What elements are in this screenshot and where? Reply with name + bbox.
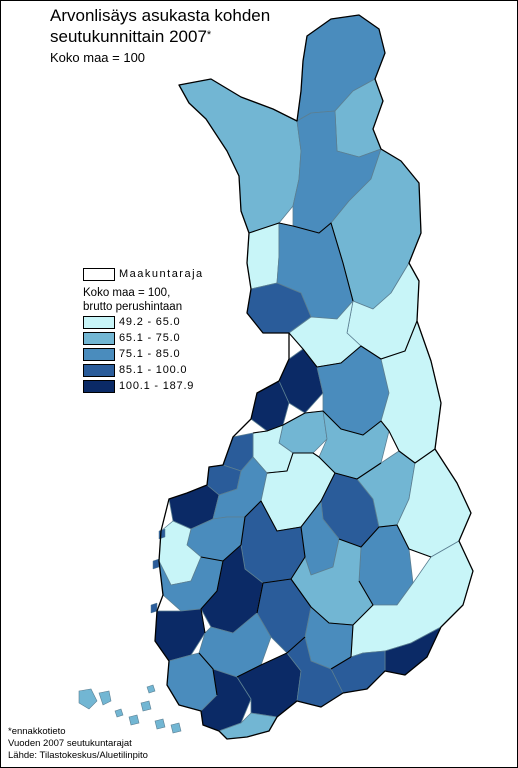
title-footnote-mark: * [206, 29, 212, 41]
legend-class-row: 100.1 - 187.9 [83, 378, 204, 394]
legend-heading: Koko maa = 100, brutto perushintaan [83, 286, 204, 314]
legend-heading-line-1: Koko maa = 100, [83, 287, 171, 299]
legend-class-row: 49.2 - 65.0 [83, 314, 204, 330]
legend-class-label: 100.1 - 187.9 [119, 379, 195, 392]
finland-outline [154, 14, 474, 740]
footnote-region-division: Vuoden 2007 seutukuntarajat [8, 738, 132, 749]
legend-class-label: 65.1 - 75.0 [119, 331, 181, 344]
legend-class-label: 49.2 - 65.0 [119, 315, 181, 328]
legend-swatch [83, 379, 115, 393]
province-boundaries [198, 222, 436, 696]
legend: Maakuntaraja Koko maa = 100, brutto peru… [83, 266, 204, 394]
footnotes: *ennakkotieto Vuoden 2007 seutukuntaraja… [8, 726, 148, 762]
region-tornio [246, 222, 280, 290]
map-title-line-2: seutukunnittain 2007* [50, 27, 212, 46]
map-subtitle: Koko maa = 100 [50, 50, 146, 65]
legend-border-row: Maakuntaraja [83, 266, 204, 282]
legend-swatch [83, 315, 115, 329]
region-nivala [278, 410, 328, 454]
aland-islands [78, 684, 182, 734]
footnote-source: Lähde: Tilastokeskus/Aluetilinpito [8, 750, 148, 761]
legend-swatch [83, 331, 115, 345]
legend-class-row: 75.1 - 85.0 [83, 346, 204, 362]
legend-class-row: 85.1 - 100.0 [83, 362, 204, 378]
legend-border-swatch [83, 267, 115, 281]
map-title-line-1: Arvonlisäys asukasta kohden [50, 6, 271, 25]
legend-class-label: 75.1 - 85.0 [119, 347, 181, 360]
legend-class-label: 85.1 - 100.0 [119, 363, 188, 376]
legend-swatch [83, 347, 115, 361]
footnote-preliminary: *ennakkotieto [8, 726, 66, 737]
legend-swatch [83, 363, 115, 377]
region-lapland-west-arm [178, 78, 302, 234]
legend-class-row: 65.1 - 75.0 [83, 330, 204, 346]
legend-heading-line-2: brutto perushintaan [83, 301, 183, 313]
legend-border-label: Maakuntaraja [119, 267, 204, 280]
